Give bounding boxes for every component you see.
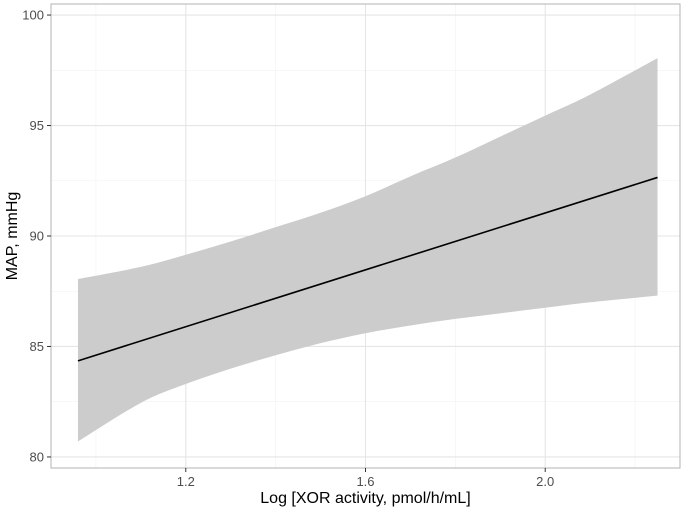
x-tick-label: 2.0 — [536, 474, 554, 489]
y-axis-title: MAP, mmHg — [4, 192, 21, 281]
x-axis-ticks: 1.2 1.6 2.0 — [177, 468, 554, 489]
y-tick-label: 80 — [30, 449, 44, 464]
x-axis-title: Log [XOR activity, pmol/h/mL] — [260, 490, 470, 507]
y-axis-ticks: 80 85 90 95 100 — [22, 8, 51, 464]
x-tick-label: 1.2 — [177, 474, 195, 489]
y-tick-label: 90 — [30, 229, 44, 244]
y-tick-label: 95 — [30, 118, 44, 133]
y-tick-label: 100 — [22, 8, 44, 23]
confidence-band — [77, 58, 658, 442]
y-tick-label: 85 — [30, 339, 44, 354]
x-tick-label: 1.6 — [356, 474, 374, 489]
fit-line — [77, 176, 658, 362]
